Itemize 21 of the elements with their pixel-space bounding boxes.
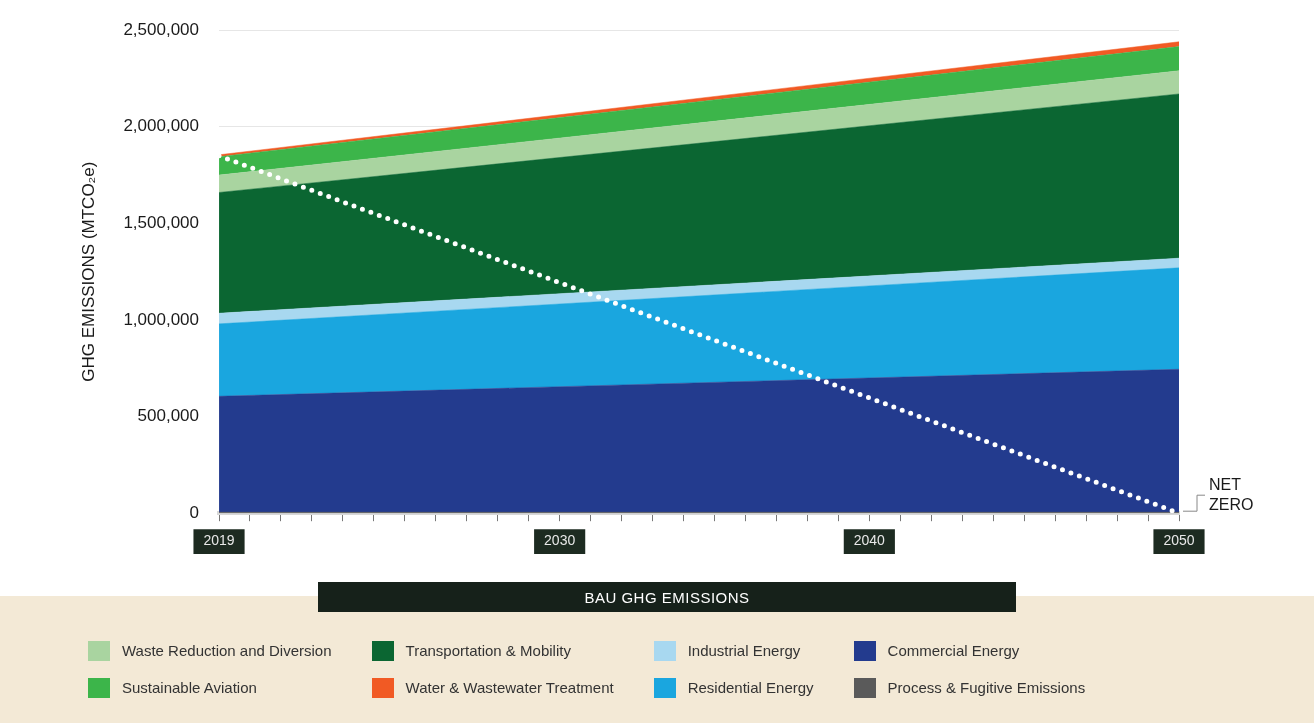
x-tick-label: 2030 — [544, 532, 576, 549]
x-tick-label: 2019 — [203, 532, 235, 549]
legend-label: Sustainable Aviation — [122, 679, 257, 696]
legend-label: Water & Wastewater Treatment — [405, 679, 614, 696]
legend-label: Waste Reduction and Diversion — [122, 642, 332, 659]
x-tick-label: 2050 — [1163, 532, 1195, 549]
annotation: NET ZERO — [1209, 475, 1254, 513]
y-tick-label: 2,500,000 — [123, 19, 200, 39]
y-tick-label: 0 — [189, 502, 200, 522]
legend-label: Industrial Energy — [687, 642, 801, 659]
y-tick-label: 500,000 — [137, 406, 200, 426]
y-tick-label: 2,000,000 — [123, 116, 200, 136]
legend-label: Commercial Energy — [887, 642, 1020, 659]
legend-label: Residential Energy — [687, 679, 814, 696]
legend-label: Transportation & Mobility — [405, 642, 571, 659]
legend-label: Process & Fugitive Emissions — [887, 679, 1086, 696]
x-tick-label: 2040 — [853, 532, 886, 549]
y-tick-label: 1,500,000 — [123, 213, 200, 233]
legend-title: BAU GHG EMISSIONS — [318, 582, 1016, 612]
y-tick-label: 1,000,000 — [123, 309, 200, 329]
y-axis-title: GHG EMISSIONS (MTCO₂e) — [78, 161, 98, 382]
